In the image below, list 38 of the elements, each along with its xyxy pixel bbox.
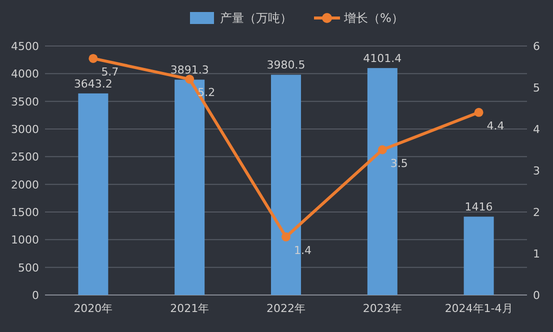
data-label: 4.4: [486, 119, 504, 132]
y-tick-label: 1000: [11, 234, 39, 247]
y-tick-label: 2500: [11, 150, 39, 164]
y2-tick-label: 4: [533, 123, 540, 136]
data-label: 3643.2: [74, 77, 112, 90]
x-tick-label: 2024年1-4月: [444, 302, 513, 315]
x-tick-label: 2023年: [362, 302, 402, 315]
y2-tick-label: 3: [533, 164, 540, 178]
data-label: 3980.5: [266, 58, 306, 72]
x-tick-label: 2020年: [74, 302, 113, 315]
y2-tick-label: 2: [533, 206, 540, 219]
bar: [78, 93, 108, 295]
data-label: 1416: [464, 200, 493, 214]
data-label: 4101.4: [363, 52, 402, 66]
y-tick-label: 3000: [11, 123, 39, 136]
y2-tick-label: 6: [533, 40, 540, 53]
y-tick-label: 2000: [11, 178, 39, 192]
y2-tick-label: 0: [533, 289, 540, 302]
y-tick-label: 500: [18, 261, 39, 274]
y2-tick-label: 5: [533, 82, 540, 94]
legend-label: 增长（%）: [343, 11, 404, 25]
y-tick-label: 0: [32, 289, 39, 302]
point: [282, 232, 290, 242]
y-tick-label: 1500: [11, 206, 39, 219]
y-tick-label: 4500: [11, 40, 39, 53]
x-tick-label: 2021年: [170, 302, 210, 315]
y2-tick-label: 1: [533, 248, 540, 260]
point: [474, 108, 484, 117]
x-tick-label: 2022年: [266, 302, 306, 315]
point: [378, 145, 387, 154]
y-tick-label: 4000: [11, 68, 39, 81]
bar: [464, 216, 494, 295]
point: [185, 74, 194, 84]
data-label: 5.7: [101, 65, 119, 78]
point: [88, 54, 98, 63]
legend-label: 产量（万吨）: [220, 11, 292, 25]
data-label: 3891.3: [170, 64, 209, 77]
y-tick-label: 3500: [11, 95, 39, 108]
